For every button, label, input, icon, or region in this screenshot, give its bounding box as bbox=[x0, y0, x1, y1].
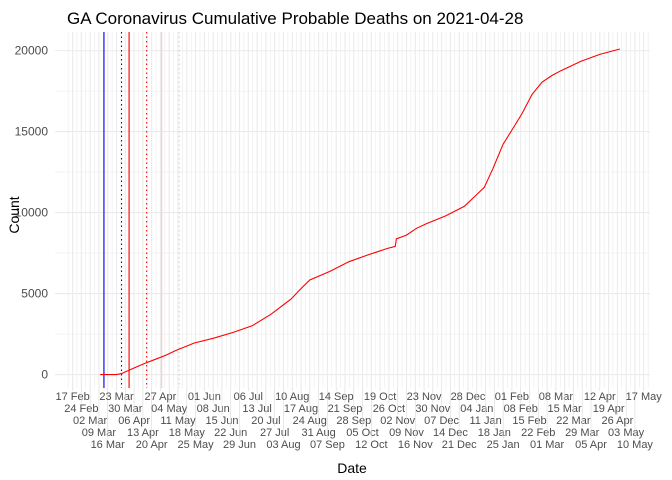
x-tick-label: 13 Jul bbox=[242, 403, 271, 415]
y-axis-label: Count bbox=[6, 196, 22, 233]
grid bbox=[55, 32, 650, 388]
x-axis-label: Date bbox=[337, 460, 367, 476]
x-tick-label: 20 Jul bbox=[251, 415, 280, 427]
x-tick-label: 16 Mar bbox=[91, 439, 126, 451]
x-tick-label: 01 Feb bbox=[495, 391, 529, 403]
x-tick-label: 17 May bbox=[626, 391, 663, 403]
x-tick-label: 07 Dec bbox=[424, 415, 459, 427]
x-tick-label: 31 Aug bbox=[301, 427, 335, 439]
x-tick-label: 15 Jun bbox=[205, 415, 238, 427]
x-tick-label: 29 Jun bbox=[223, 439, 256, 451]
x-tick-label: 20 Apr bbox=[136, 439, 168, 451]
x-tick-label: 18 Jan bbox=[478, 427, 511, 439]
x-tick-label: 28 Sep bbox=[336, 415, 371, 427]
x-tick-label: 10 Aug bbox=[275, 391, 309, 403]
x-tick-label: 28 Dec bbox=[451, 391, 486, 403]
x-tick-label: 27 Apr bbox=[144, 391, 176, 403]
y-tick-label: 5000 bbox=[21, 287, 48, 301]
x-tick-label: 25 May bbox=[178, 439, 215, 451]
y-axis: 0 5000 10000 15000 20000 bbox=[15, 44, 49, 382]
x-tick-label: 04 Jan bbox=[460, 403, 493, 415]
x-tick-label: 06 Apr bbox=[118, 415, 150, 427]
x-tick-label: 26 Apr bbox=[601, 415, 633, 427]
x-tick-label: 01 Mar bbox=[530, 439, 565, 451]
x-tick-label: 04 May bbox=[151, 403, 188, 415]
x-tick-label: 09 Nov bbox=[389, 427, 424, 439]
x-tick-label: 01 Jun bbox=[188, 391, 221, 403]
x-tick-label: 21 Sep bbox=[328, 403, 363, 415]
x-tick-label: 21 Dec bbox=[442, 439, 477, 451]
x-tick-label: 19 Apr bbox=[593, 403, 625, 415]
x-tick-label: 08 Feb bbox=[504, 403, 538, 415]
x-tick-label: 17 Aug bbox=[284, 403, 318, 415]
reference-lines bbox=[103, 32, 180, 388]
x-tick-label: 18 May bbox=[169, 427, 206, 439]
x-tick-label: 06 Jul bbox=[234, 391, 263, 403]
x-tick-label: 19 Oct bbox=[364, 391, 396, 403]
x-tick-label: 14 Sep bbox=[319, 391, 354, 403]
x-tick-label: 25 Jan bbox=[487, 439, 520, 451]
x-tick-label: 08 Jun bbox=[197, 403, 230, 415]
x-tick-label: 07 Sep bbox=[310, 439, 345, 451]
x-tick-label: 15 Mar bbox=[547, 403, 582, 415]
x-tick-label: 17 Feb bbox=[55, 391, 89, 403]
series-line bbox=[100, 48, 621, 376]
x-tick-label: 03 Aug bbox=[266, 439, 300, 451]
x-tick-label: 02 Nov bbox=[380, 415, 415, 427]
y-tick-label: 15000 bbox=[15, 125, 49, 139]
x-tick-label: 14 Dec bbox=[433, 427, 468, 439]
x-tick-label: 26 Oct bbox=[373, 403, 405, 415]
x-tick-label: 11 Jan bbox=[469, 415, 501, 427]
series bbox=[100, 48, 621, 376]
x-tick-label: 05 Apr bbox=[575, 439, 607, 451]
x-tick-label: 27 Jul bbox=[260, 427, 289, 439]
x-tick-label: 05 Oct bbox=[346, 427, 378, 439]
x-tick-label: 23 Mar bbox=[99, 391, 134, 403]
chart-title: GA Coronavirus Cumulative Probable Death… bbox=[67, 9, 523, 28]
x-tick-label: 16 Nov bbox=[398, 439, 433, 451]
x-tick-label: 22 Mar bbox=[556, 415, 591, 427]
y-tick-label: 0 bbox=[41, 368, 48, 382]
x-tick-label: 12 Oct bbox=[355, 439, 387, 451]
x-tick-label: 02 Mar bbox=[73, 415, 108, 427]
x-tick-label: 08 Mar bbox=[539, 391, 574, 403]
x-tick-label: 11 May bbox=[160, 415, 196, 427]
x-tick-label: 30 Mar bbox=[108, 403, 143, 415]
y-tick-label: 10000 bbox=[15, 206, 49, 220]
x-tick-label: 09 Mar bbox=[82, 427, 117, 439]
x-tick-label: 29 Mar bbox=[565, 427, 600, 439]
x-tick-label: 03 May bbox=[608, 427, 645, 439]
x-tick-label: 22 Feb bbox=[521, 427, 555, 439]
x-tick-label: 30 Nov bbox=[415, 403, 450, 415]
x-tick-label: 13 Apr bbox=[127, 427, 159, 439]
x-tick-label: 22 Jun bbox=[214, 427, 247, 439]
x-tick-label: 24 Aug bbox=[293, 415, 327, 427]
y-tick-label: 20000 bbox=[15, 44, 49, 58]
x-tick-label: 24 Feb bbox=[64, 403, 98, 415]
x-tick-label: 23 Nov bbox=[407, 391, 442, 403]
x-tick-label: 15 Feb bbox=[512, 415, 546, 427]
x-tick-label: 10 May bbox=[617, 439, 654, 451]
x-tick-label: 12 Apr bbox=[584, 391, 616, 403]
